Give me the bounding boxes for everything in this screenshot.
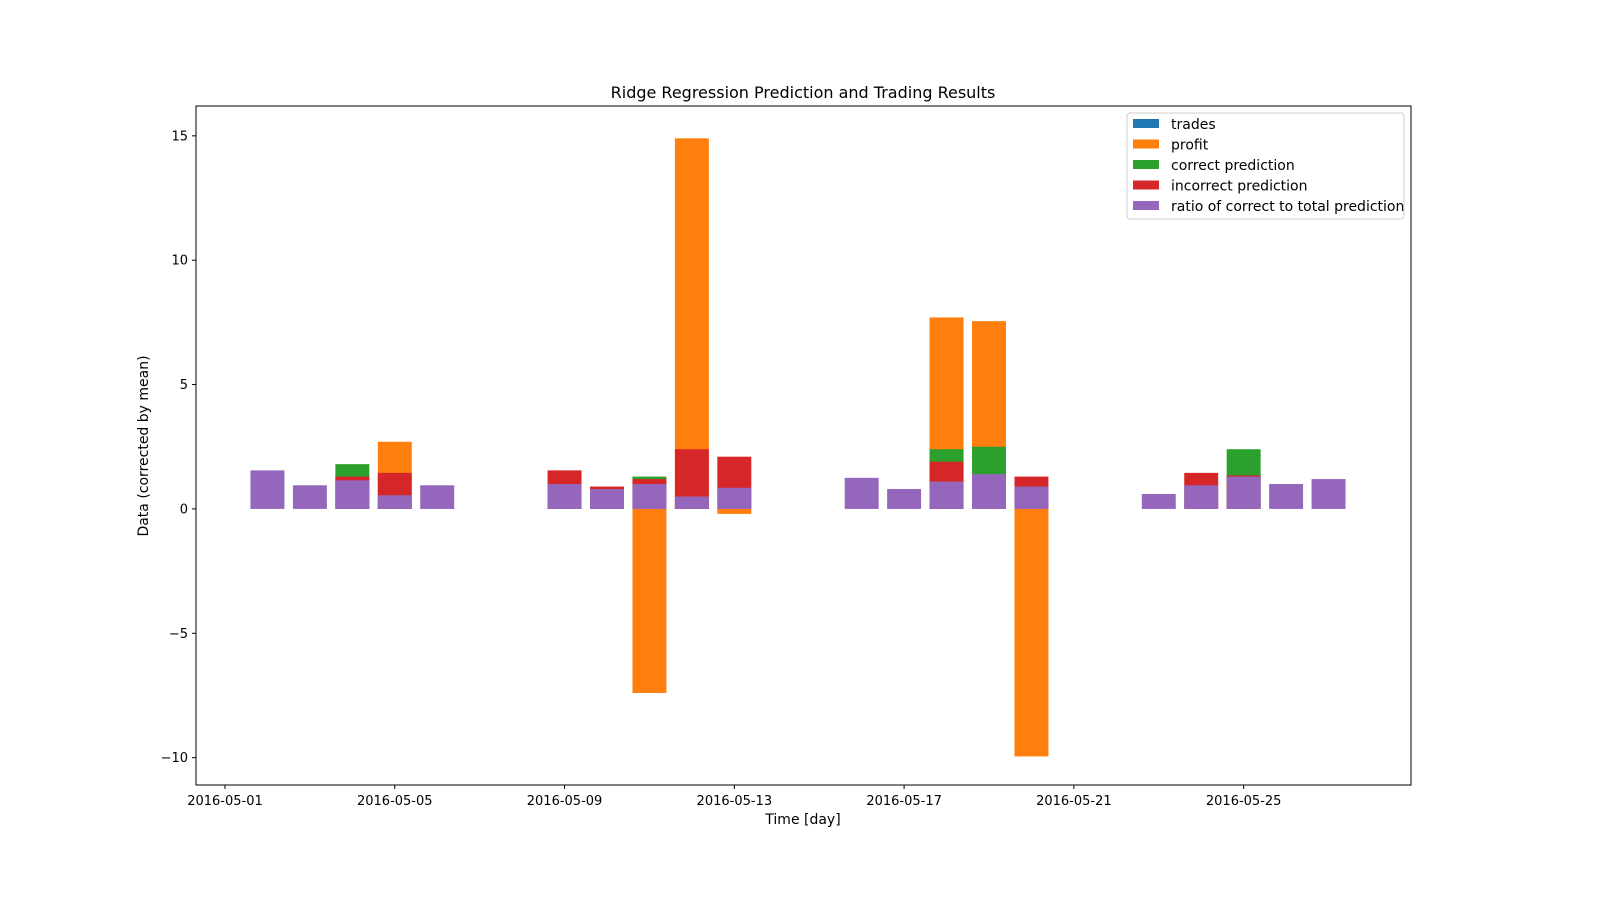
x-axis: 2016-05-01 2016-05-05 2016-05-09 2016-05-13… xyxy=(187,785,1281,809)
bar-ratio-of-correct-to-total-prediction-2016-05-24 xyxy=(1184,485,1219,509)
y-axis-title: Data (corrected by mean) xyxy=(136,355,152,536)
legend-label: incorrect prediction xyxy=(1171,179,1307,195)
bar-ratio-of-correct-to-total-prediction-2016-05-05 xyxy=(377,495,412,509)
y-tick-label: −5 xyxy=(169,627,188,642)
legend-swatch-trades xyxy=(1133,119,1159,128)
y-tick-label: −10 xyxy=(161,751,188,766)
y-tick-label: 0 xyxy=(180,502,188,517)
legend-box xyxy=(1126,112,1405,220)
x-tick-label: 2016-05-09 xyxy=(527,794,603,809)
bar-ratio-of-correct-to-total-prediction-2016-05-06 xyxy=(420,485,455,509)
x-tick-label: 2016-05-01 xyxy=(187,794,263,809)
bar-profit-2016-05-20 xyxy=(1014,508,1049,757)
bar-ratio-of-correct-to-total-prediction-2016-05-16 xyxy=(844,477,879,509)
bar-ratio-of-correct-to-total-prediction-2016-05-03 xyxy=(292,485,327,509)
y-tick-label: 15 xyxy=(171,129,188,144)
x-tick-label: 2016-05-13 xyxy=(697,794,773,809)
bar-ratio-of-correct-to-total-prediction-2016-05-19 xyxy=(972,474,1006,509)
x-axis-title: Time [day] xyxy=(764,812,840,828)
legend-label: trades xyxy=(1171,117,1216,133)
y-tick-label: 10 xyxy=(171,254,188,269)
bar-ratio-of-correct-to-total-prediction-2016-05-18 xyxy=(929,481,964,509)
bar-profit-2016-05-12 xyxy=(674,138,709,509)
chart-title: Ridge Regression Prediction and Trading … xyxy=(611,83,996,102)
bar-ratio-of-correct-to-total-prediction-2016-05-20 xyxy=(1014,486,1049,509)
bar-profit-2016-05-11 xyxy=(632,508,667,693)
bar-ratio-of-correct-to-total-prediction-2016-05-17 xyxy=(887,489,922,509)
y-axis: −10 −5 0 5 10 15 xyxy=(161,129,196,766)
bar-ratio-of-correct-to-total-prediction-2016-05-27 xyxy=(1311,479,1346,509)
legend-swatch-profit xyxy=(1133,139,1159,149)
plot-frame xyxy=(195,105,1412,786)
legend-label: profit xyxy=(1171,138,1209,154)
x-tick-label: 2016-05-05 xyxy=(357,794,433,809)
bar-ratio-of-correct-to-total-prediction-2016-05-11 xyxy=(632,484,667,509)
legend-swatch-incorrect-prediction xyxy=(1133,180,1159,190)
bar-ratio-of-correct-to-total-prediction-2016-05-23 xyxy=(1141,494,1176,509)
legend-swatch-correct-prediction xyxy=(1133,160,1159,169)
bar-ratio-of-correct-to-total-prediction-2016-05-10 xyxy=(590,489,624,509)
bar-ratio-of-correct-to-total-prediction-2016-05-12 xyxy=(674,496,709,509)
x-tick-label: 2016-05-17 xyxy=(866,794,942,809)
bar-ratio-of-correct-to-total-prediction-2016-05-04 xyxy=(335,480,370,509)
x-tick-label: 2016-05-21 xyxy=(1036,794,1112,809)
y-tick-label: 5 xyxy=(180,378,188,393)
bar-ratio-of-correct-to-total-prediction-2016-05-25 xyxy=(1226,476,1261,509)
bar-ratio-of-correct-to-total-prediction-2016-05-09 xyxy=(547,484,582,509)
legend-swatch-ratio-of-correct-to-total-prediction xyxy=(1133,201,1159,210)
legend-label: ratio of correct to total prediction xyxy=(1171,199,1404,215)
legend-label: correct prediction xyxy=(1171,158,1295,174)
x-tick-label: 2016-05-25 xyxy=(1206,794,1282,809)
legend: trades profit correct prediction incorrect … xyxy=(1126,112,1405,220)
bar-profit-2016-05-13 xyxy=(717,508,752,514)
bar-ratio-of-correct-to-total-prediction-2016-05-02 xyxy=(250,470,285,509)
bar-ratio-of-correct-to-total-prediction-2016-05-13 xyxy=(717,487,752,509)
bars-layer xyxy=(250,138,1346,757)
bar-ratio-of-correct-to-total-prediction-2016-05-26 xyxy=(1269,484,1304,509)
